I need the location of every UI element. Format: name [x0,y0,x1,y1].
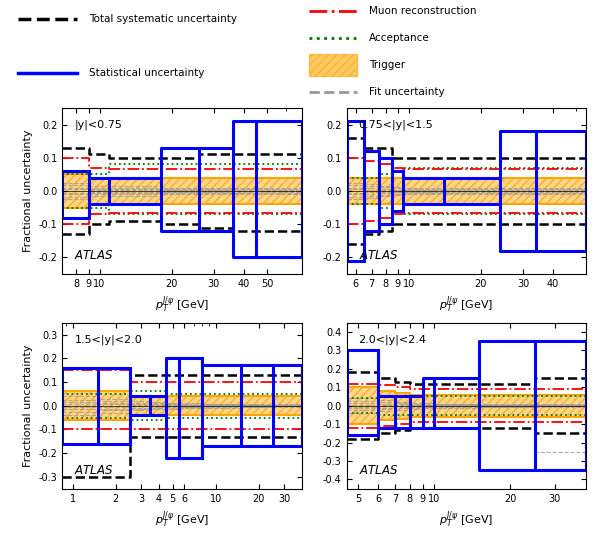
Text: Trigger: Trigger [369,60,405,70]
Text: Statistical uncertainty: Statistical uncertainty [89,69,205,78]
Text: Fit uncertainty: Fit uncertainty [369,87,444,97]
X-axis label: $p_T^{J/\psi}$ [GeV]: $p_T^{J/\psi}$ [GeV] [155,294,209,315]
Y-axis label: Fractional uncertainty: Fractional uncertainty [23,130,33,252]
Text: |y|<0.75: |y|<0.75 [74,120,123,130]
Text: $\mathit{ATLAS}$: $\mathit{ATLAS}$ [74,249,114,262]
Bar [309,54,357,76]
Y-axis label: Fractional uncertainty: Fractional uncertainty [23,345,33,467]
X-axis label: $p_T^{J/\psi}$ [GeV]: $p_T^{J/\psi}$ [GeV] [155,509,209,530]
Text: Muon reconstruction: Muon reconstruction [369,6,477,16]
Text: 0.75<|y|<1.5: 0.75<|y|<1.5 [359,120,433,130]
Text: $\mathit{ATLAS}$: $\mathit{ATLAS}$ [74,464,114,477]
Text: $\mathit{ATLAS}$: $\mathit{ATLAS}$ [359,464,398,477]
Text: Acceptance: Acceptance [369,33,430,43]
X-axis label: $p_T^{J/\psi}$ [GeV]: $p_T^{J/\psi}$ [GeV] [439,294,493,315]
Text: 1.5<|y|<2.0: 1.5<|y|<2.0 [74,334,142,345]
Text: $\mathit{ATLAS}$: $\mathit{ATLAS}$ [359,249,398,262]
Text: Total systematic uncertainty: Total systematic uncertainty [89,15,237,24]
Text: 2.0<|y|<2.4: 2.0<|y|<2.4 [359,334,427,345]
X-axis label: $p_T^{J/\psi}$ [GeV]: $p_T^{J/\psi}$ [GeV] [439,509,493,530]
